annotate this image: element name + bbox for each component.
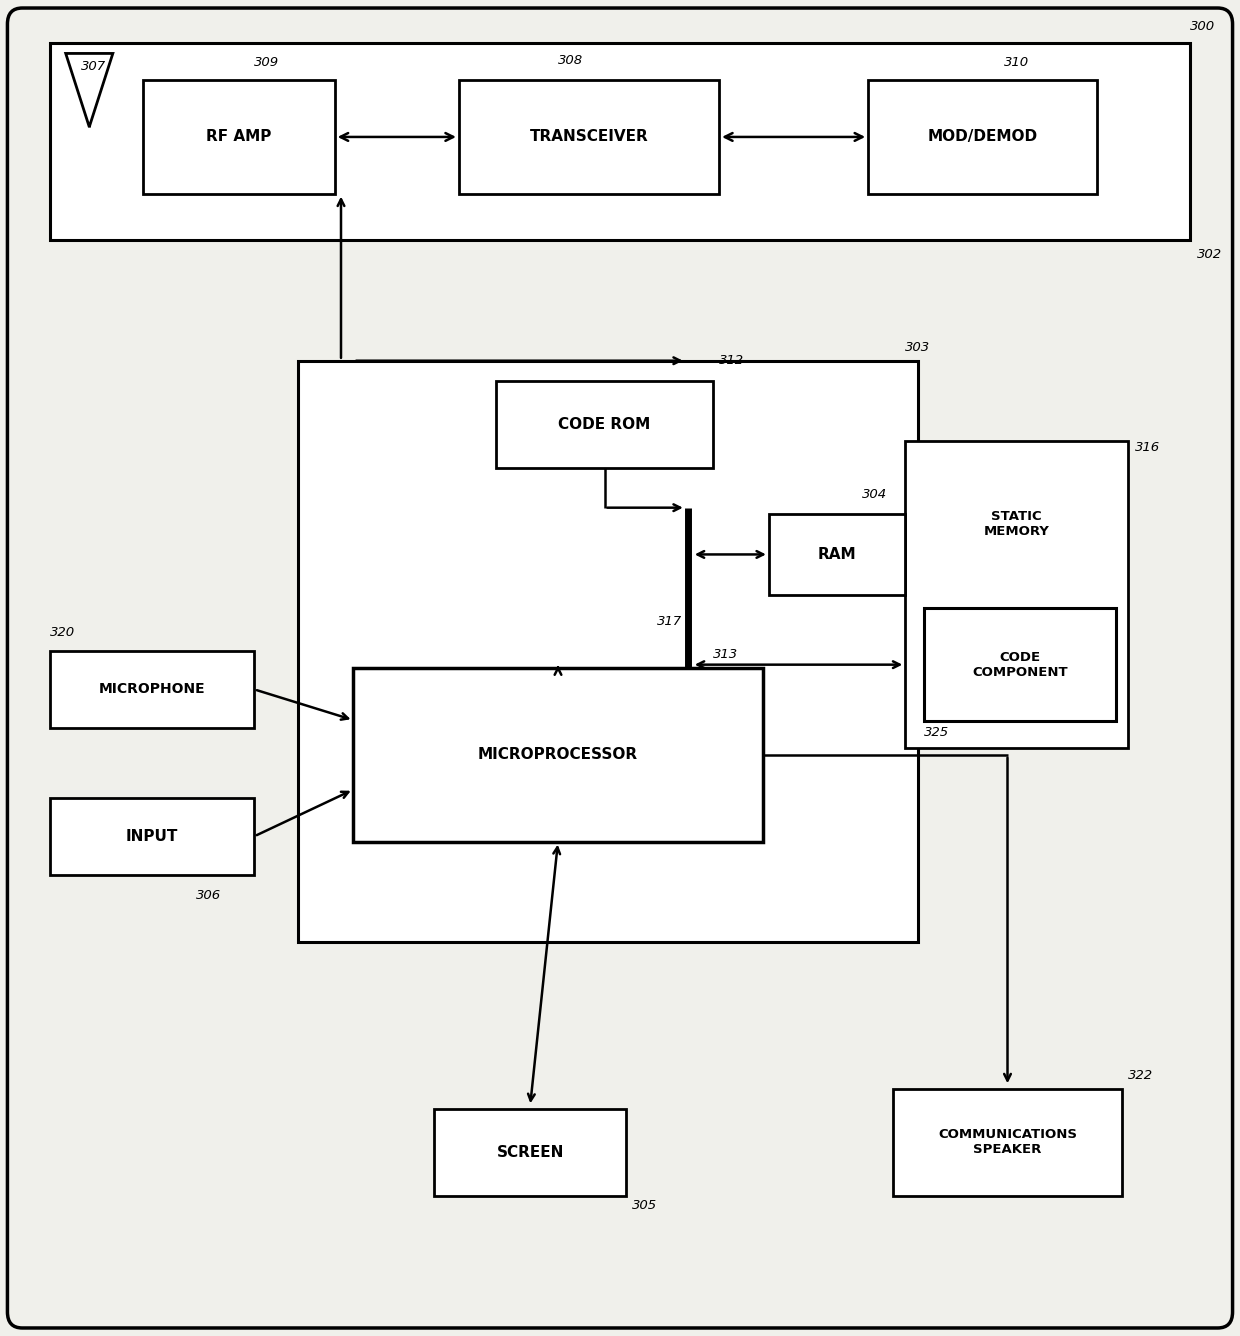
Text: 300: 300 [1190, 20, 1215, 33]
Bar [353, 668, 763, 842]
Bar [924, 608, 1116, 721]
Bar [50, 798, 254, 875]
Text: 306: 306 [196, 888, 221, 902]
Text: 308: 308 [558, 53, 583, 67]
Text: RF AMP: RF AMP [206, 130, 272, 144]
Text: MICROPHONE: MICROPHONE [99, 683, 205, 696]
Text: 317: 317 [657, 615, 682, 628]
Text: TRANSCEIVER: TRANSCEIVER [529, 130, 649, 144]
Text: 320: 320 [50, 625, 74, 639]
Polygon shape [66, 53, 113, 127]
Bar [769, 514, 905, 595]
Bar [50, 43, 1190, 240]
Text: 304: 304 [862, 488, 887, 501]
Text: STATIC
MEMORY: STATIC MEMORY [983, 510, 1050, 538]
Text: 303: 303 [905, 341, 930, 354]
Text: COMMUNICATIONS
SPEAKER: COMMUNICATIONS SPEAKER [937, 1129, 1078, 1156]
Text: 309: 309 [254, 56, 279, 69]
Bar [459, 80, 719, 194]
Text: CODE ROM: CODE ROM [558, 417, 651, 432]
Text: SCREEN: SCREEN [496, 1145, 564, 1160]
Bar [50, 651, 254, 728]
Bar [868, 80, 1097, 194]
Text: MICROPROCESSOR: MICROPROCESSOR [477, 747, 639, 763]
Bar [893, 1089, 1122, 1196]
Text: 307: 307 [81, 60, 105, 73]
Text: MOD/DEMOD: MOD/DEMOD [928, 130, 1038, 144]
Text: CODE
COMPONENT: CODE COMPONENT [972, 651, 1068, 679]
Bar [905, 441, 1128, 748]
Text: 322: 322 [1128, 1069, 1153, 1082]
Text: 305: 305 [632, 1198, 657, 1212]
Text: 313: 313 [713, 648, 738, 661]
Text: INPUT: INPUT [125, 828, 179, 844]
Bar [496, 381, 713, 468]
Text: 312: 312 [719, 354, 744, 367]
Bar [298, 361, 918, 942]
Bar [143, 80, 335, 194]
Bar [434, 1109, 626, 1196]
Text: 325: 325 [924, 725, 949, 739]
Text: RAM: RAM [817, 546, 857, 562]
Text: 310: 310 [1004, 56, 1029, 69]
Text: 302: 302 [1197, 247, 1221, 261]
Text: 316: 316 [1135, 441, 1159, 454]
